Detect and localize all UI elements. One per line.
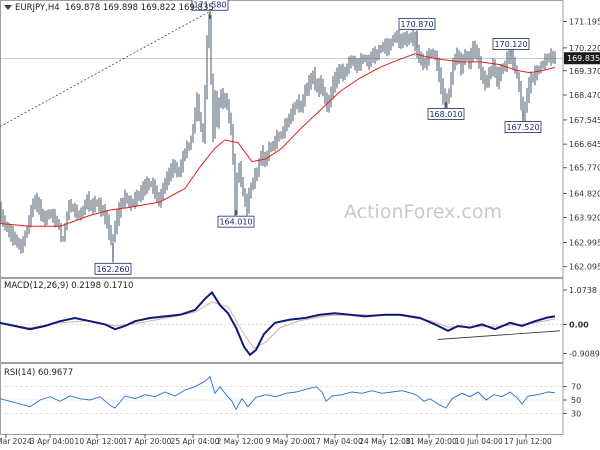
price-tick-label: 162.095: [569, 263, 600, 272]
price-annotation-label: 168.010: [429, 110, 462, 119]
time-tick-label: 25 Apr 04:00: [171, 437, 220, 446]
macd-tick-label: -0.9089: [569, 349, 600, 358]
price-tick-label: 168.470: [569, 91, 600, 100]
current-price-box: [564, 52, 600, 65]
macd-line: [0, 290, 556, 357]
price-tick-label: 167.545: [569, 116, 600, 125]
panel-frame-1: [0, 278, 564, 363]
dotted-trendline: [0, 10, 211, 127]
macd-tick-label: 1.0738: [569, 286, 597, 295]
time-tick-label: 3 Apr 04:00: [30, 437, 74, 446]
time-tick-label: 26 Mar 2024: [0, 437, 32, 446]
current-price-label: 169.835: [567, 54, 600, 63]
macd-signal-line: [0, 301, 556, 350]
rsi-line: [0, 375, 556, 411]
time-tick-label: 17 May 04:00: [311, 437, 363, 446]
price-annotation-label: 164.010: [219, 218, 252, 227]
price-annotation-box: [398, 17, 436, 30]
rsi-tick-label: 50: [571, 396, 581, 405]
time-tick-label: 24 May 12:00: [359, 437, 411, 446]
time-tick-label: 31 May 20:00: [405, 437, 457, 446]
price-tick-label: 171.195: [569, 18, 600, 27]
price-annotation-label: 167.520: [506, 123, 539, 132]
price-annotation-label: 171.580: [193, 1, 226, 10]
ohlc-values: 169.878 169.898 169.822 169.835: [65, 3, 214, 13]
price-annotation-label: 170.120: [494, 40, 527, 49]
rsi-label: RSI(14) 60.9677: [4, 368, 74, 378]
macd-tick-label: 0.00: [569, 320, 589, 329]
panel-frame-0: [0, 0, 564, 278]
price-annotation-label: 170.870: [400, 20, 433, 29]
time-tick-label: 9 May 20:00: [266, 437, 313, 446]
time-tick-label: 2 May 12:00: [217, 437, 264, 446]
price-tick-label: 164.820: [569, 189, 600, 198]
price-annotation-box: [427, 108, 465, 120]
price-annotation-box: [191, 0, 229, 11]
price-tick-label: 170.220: [569, 44, 600, 53]
macd-trendline: [437, 330, 561, 340]
price-tick-label: 165.770: [569, 164, 600, 173]
price-annotation-label: 162.260: [96, 265, 129, 274]
collapse-arrow-icon[interactable]: [4, 5, 12, 10]
symbol-name: EURJPY,H4: [15, 3, 60, 13]
price-tick-label: 169.370: [569, 67, 600, 76]
macd-label: MACD(12,26,9) 0.2198 0.1710: [4, 281, 134, 291]
symbol-label: EURJPY,H4 169.878 169.898 169.822 169.83…: [4, 3, 214, 13]
price-tick-label: 163.920: [569, 214, 600, 223]
time-tick-label: 10 Jun 04:00: [455, 437, 503, 446]
watermark: ActionForex.com: [344, 201, 502, 223]
price-annotation-box: [504, 121, 542, 134]
price-annotation-box: [492, 38, 530, 50]
time-tick-label: 17 Jun 12:00: [504, 437, 552, 446]
time-tick-label: 17 Apr 20:00: [123, 437, 172, 446]
price-tick-label: 162.995: [569, 239, 600, 248]
rsi-tick-label: 70: [571, 383, 581, 392]
time-tick-label: 10 Apr 12:00: [75, 437, 124, 446]
price-tick-label: 166.645: [569, 140, 600, 149]
moving-average-line: [0, 53, 556, 227]
rsi-tick-label: 30: [571, 409, 581, 418]
price-annotation-box: [94, 262, 132, 275]
price-annotation-box: [217, 215, 255, 228]
